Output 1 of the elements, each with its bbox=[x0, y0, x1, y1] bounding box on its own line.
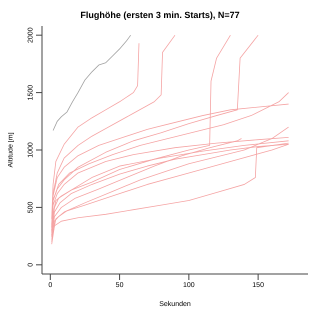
chart-title: Flughöhe (ersten 3 min. Starts), N=77 bbox=[79, 9, 241, 22]
